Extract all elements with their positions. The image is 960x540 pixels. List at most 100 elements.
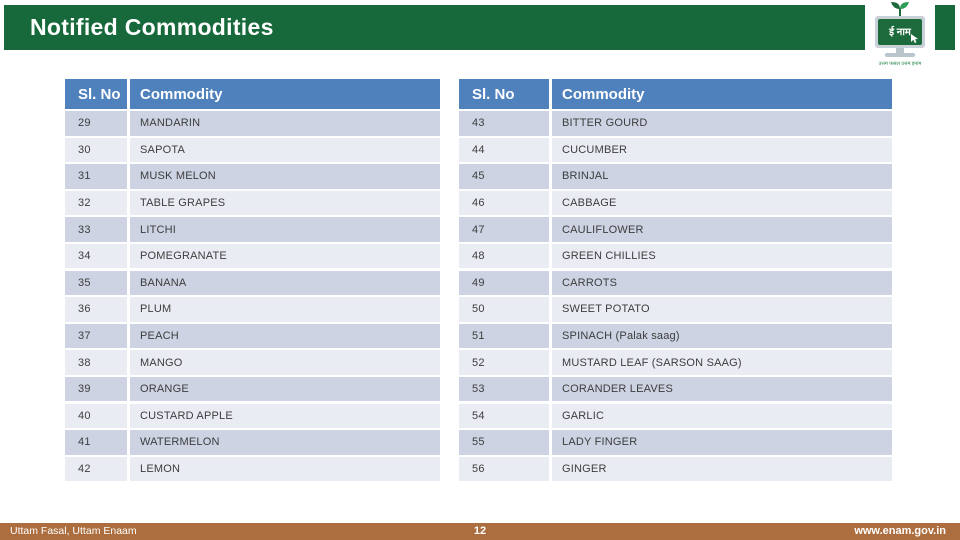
cell-sl-no: 54: [459, 403, 552, 429]
table-row: 33 LITCHI: [65, 217, 440, 242]
commodity-table-right: Sl. No Commodity 43 BITTER GOURD 44 CUCUMBE…: [459, 79, 892, 483]
cell-sl-no: 53: [459, 376, 552, 402]
cell-sl-no: 51: [459, 323, 552, 349]
cell-commodity: MUSK MELON: [130, 164, 440, 189]
table-row: 56 GINGER: [459, 456, 892, 482]
table-row: 30 SAPOTA: [65, 137, 440, 163]
cell-sl-no: 44: [459, 137, 552, 163]
cell-commodity: MANGO: [130, 350, 440, 375]
table-row: 32 TABLE GRAPES: [65, 190, 440, 216]
table-row: 47 CAULIFLOWER: [459, 217, 892, 242]
monitor-stand: [896, 48, 904, 53]
cell-sl-no: 40: [65, 403, 130, 429]
table-row: 41 WATERMELON: [65, 430, 440, 455]
table-row: 48 GREEN CHILLIES: [459, 243, 892, 269]
cell-sl-no: 45: [459, 164, 552, 189]
table-row: 38 MANGO: [65, 350, 440, 375]
monitor-icon: ई नाम: [875, 16, 925, 48]
plant-icon: [891, 2, 909, 17]
header-bar: Notified Commodities: [4, 5, 955, 50]
table-row: 43 BITTER GOURD: [459, 111, 892, 136]
cell-sl-no: 34: [65, 243, 130, 269]
cell-sl-no: 43: [459, 111, 552, 136]
cell-sl-no: 32: [65, 190, 130, 216]
cell-sl-no: 30: [65, 137, 130, 163]
footer-bar: Uttam Fasal, Uttam Enaam 12 www.enam.gov…: [0, 523, 960, 540]
table-header-row: Sl. No Commodity: [459, 79, 892, 109]
column-header-commodity: Commodity: [552, 79, 892, 109]
table-row: 31 MUSK MELON: [65, 164, 440, 189]
cell-sl-no: 36: [65, 297, 130, 322]
cell-sl-no: 31: [65, 164, 130, 189]
cell-commodity: SWEET POTATO: [552, 297, 892, 322]
cell-commodity: LITCHI: [130, 217, 440, 242]
cell-commodity: PLUM: [130, 297, 440, 322]
cell-commodity: TABLE GRAPES: [130, 190, 440, 216]
cell-commodity: MANDARIN: [130, 111, 440, 136]
column-header-commodity: Commodity: [130, 79, 440, 109]
cell-sl-no: 49: [459, 270, 552, 296]
footer-tagline: Uttam Fasal, Uttam Enaam: [10, 525, 137, 537]
cell-commodity: LEMON: [130, 456, 440, 482]
cell-commodity: CORANDER LEAVES: [552, 376, 892, 402]
cell-commodity: GREEN CHILLIES: [552, 243, 892, 269]
cell-sl-no: 46: [459, 190, 552, 216]
mouse-cursor-icon: [911, 34, 918, 43]
table-row: 55 LADY FINGER: [459, 430, 892, 455]
cell-commodity: POMEGRANATE: [130, 243, 440, 269]
cell-sl-no: 52: [459, 350, 552, 375]
table-row: 44 CUCUMBER: [459, 137, 892, 163]
cell-sl-no: 41: [65, 430, 130, 455]
table-body: 29 MANDARIN 30 SAPOTA 31 MUSK MELON 32 TABLE GR…: [65, 111, 440, 482]
table-row: 36 PLUM: [65, 297, 440, 322]
cell-commodity: CARROTS: [552, 270, 892, 296]
cell-commodity: GINGER: [552, 456, 892, 482]
monitor-base: [885, 53, 915, 57]
cell-commodity: CAULIFLOWER: [552, 217, 892, 242]
cell-commodity: GARLIC: [552, 403, 892, 429]
commodity-table-left: Sl. No Commodity 29 MANDARIN 30 SAPOTA 31 MUS…: [65, 79, 440, 483]
table-row: 51 SPINACH (Palak saag): [459, 323, 892, 349]
cell-sl-no: 33: [65, 217, 130, 242]
cell-sl-no: 47: [459, 217, 552, 242]
cell-sl-no: 50: [459, 297, 552, 322]
page-title: Notified Commodities: [30, 14, 274, 40]
table-row: 49 CARROTS: [459, 270, 892, 296]
cell-commodity: BRINJAL: [552, 164, 892, 189]
cell-sl-no: 35: [65, 270, 130, 296]
cell-sl-no: 37: [65, 323, 130, 349]
footer-website: www.enam.gov.in: [854, 525, 946, 537]
monitor-screen: ई नाम: [878, 19, 922, 45]
table-row: 42 LEMON: [65, 456, 440, 482]
logo-tagline: उत्तम फसल उत्तम इनाम: [878, 61, 922, 67]
cell-commodity: ORANGE: [130, 376, 440, 402]
cell-commodity: LADY FINGER: [552, 430, 892, 455]
logo-screen-text: ई नाम: [889, 27, 911, 38]
enam-logo: ई नाम उत्तम फसल उत्तम इनाम: [865, 0, 935, 75]
cell-commodity: WATERMELON: [130, 430, 440, 455]
cell-sl-no: 55: [459, 430, 552, 455]
table-row: 35 BANANA: [65, 270, 440, 296]
table-row: 34 POMEGRANATE: [65, 243, 440, 269]
table-row: 52 MUSTARD LEAF (SARSON SAAG): [459, 350, 892, 375]
cell-commodity: SAPOTA: [130, 137, 440, 163]
table-row: 39 ORANGE: [65, 376, 440, 402]
table-row: 53 CORANDER LEAVES: [459, 376, 892, 402]
table-row: 46 CABBAGE: [459, 190, 892, 216]
cell-sl-no: 39: [65, 376, 130, 402]
cell-commodity: MUSTARD LEAF (SARSON SAAG): [552, 350, 892, 375]
page-number: 12: [473, 525, 487, 537]
cell-commodity: SPINACH (Palak saag): [552, 323, 892, 349]
table-row: 50 SWEET POTATO: [459, 297, 892, 322]
cell-commodity: BITTER GOURD: [552, 111, 892, 136]
table-body: 43 BITTER GOURD 44 CUCUMBER 45 BRINJAL 46 CABBA…: [459, 111, 892, 482]
cell-sl-no: 48: [459, 243, 552, 269]
cell-commodity: PEACH: [130, 323, 440, 349]
table-row: 45 BRINJAL: [459, 164, 892, 189]
table-row: 37 PEACH: [65, 323, 440, 349]
column-header-sl-no: Sl. No: [459, 79, 552, 109]
cell-commodity: CUSTARD APPLE: [130, 403, 440, 429]
table-header-row: Sl. No Commodity: [65, 79, 440, 109]
cell-sl-no: 56: [459, 456, 552, 482]
cell-sl-no: 42: [65, 456, 130, 482]
